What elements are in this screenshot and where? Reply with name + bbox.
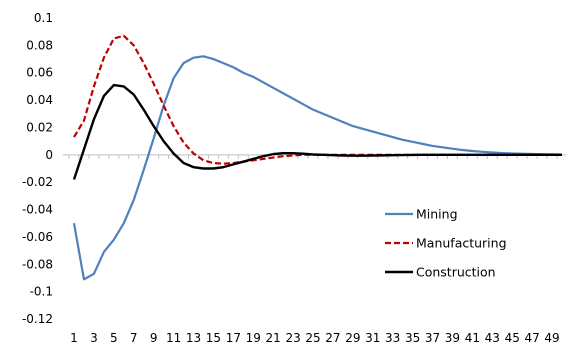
x-tick-label: 15 [206,331,221,345]
y-tick-label: 0.02 [26,120,53,134]
x-tick-label: 37 [425,331,440,345]
x-tick-label: 21 [266,331,281,345]
y-tick-label: -0.02 [22,175,53,189]
x-tick-label: 49 [544,331,559,345]
x-tick-label: 9 [150,331,158,345]
series-line-mining [72,55,563,281]
x-tick-label: 23 [285,331,300,345]
x-tick-label: 11 [166,331,181,345]
legend: Mining Manufacturing Construction [385,207,507,280]
x-tick-label: 25 [305,331,320,345]
x-tick-label: 43 [485,331,500,345]
y-tick-label: 0 [45,148,53,162]
y-tick-label: 0.1 [34,11,53,25]
legend-label-construction: Construction [416,265,496,280]
x-tick-label: 29 [345,331,360,345]
series-line-manufacturing [73,34,562,165]
x-tick-label: 19 [246,331,261,345]
y-tick-label: -0.04 [22,203,53,217]
series-line-construction [72,83,562,180]
x-tick-label: 27 [325,331,340,345]
y-tick-label: -0.08 [22,257,53,271]
x-tick-label: 47 [524,331,539,345]
x-tick-label: 5 [110,331,118,345]
x-tick-label: 41 [465,331,480,345]
y-tick-label: -0.06 [22,230,53,244]
series-lines [72,34,563,281]
legend-label-manufacturing: Manufacturing [416,236,507,251]
x-tick-label: 45 [505,331,520,345]
y-tick-label: 0.04 [26,93,53,107]
y-tick-label: -0.12 [22,312,53,326]
x-axis-labels: 1 3 5 7 9 11 13 15 17 19 21 23 25 27 29 31 33 35 37 39 41 43 4… [70,331,560,345]
x-tick-label: 35 [405,331,420,345]
x-tick-label: 31 [365,331,380,345]
y-tick-label: 0.06 [26,66,53,80]
x-tick-label: 1 [70,331,78,345]
y-tick-label: -0.1 [30,285,53,299]
legend-label-mining: Mining [416,207,458,222]
y-tick-label: 0.08 [26,38,53,52]
y-axis-labels: 0.1 0.08 0.06 0.04 0.02 0 -0.02 -0.04 -0.06 -0.08… [22,11,53,326]
x-tick-label: 33 [385,331,400,345]
x-tick-label: 7 [130,331,138,345]
x-tick-label: 17 [226,331,241,345]
x-tick-label: 39 [445,331,460,345]
x-tick-label: 3 [90,331,98,345]
x-tick-label: 13 [186,331,201,345]
